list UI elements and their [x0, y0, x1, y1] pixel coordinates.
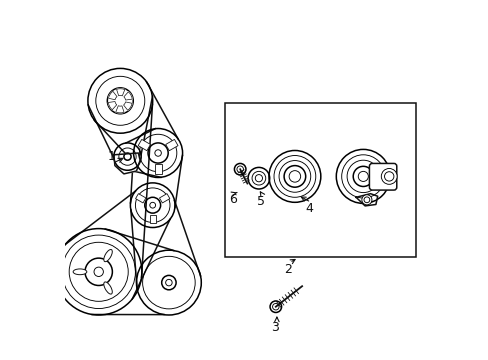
Text: 2: 2 [283, 263, 291, 276]
Wedge shape [123, 92, 132, 100]
Ellipse shape [103, 282, 112, 294]
Circle shape [361, 195, 371, 205]
Polygon shape [114, 153, 140, 174]
Wedge shape [116, 106, 124, 113]
Bar [165, 139, 178, 151]
Bar [149, 215, 155, 223]
Bar [224, 103, 415, 257]
Bar [138, 139, 150, 151]
Wedge shape [123, 102, 132, 110]
Polygon shape [355, 194, 377, 206]
Bar [135, 194, 145, 203]
FancyBboxPatch shape [368, 163, 396, 190]
Text: 5: 5 [256, 195, 264, 208]
Ellipse shape [103, 249, 112, 262]
Text: 4: 4 [305, 202, 313, 215]
Wedge shape [108, 91, 117, 100]
Text: 6: 6 [228, 193, 236, 206]
Wedge shape [108, 102, 117, 110]
Ellipse shape [73, 269, 87, 275]
Text: 3: 3 [271, 321, 279, 334]
Circle shape [381, 168, 396, 184]
Bar [159, 194, 169, 203]
Wedge shape [116, 89, 124, 96]
Text: 1: 1 [107, 150, 115, 163]
Bar [154, 164, 162, 174]
